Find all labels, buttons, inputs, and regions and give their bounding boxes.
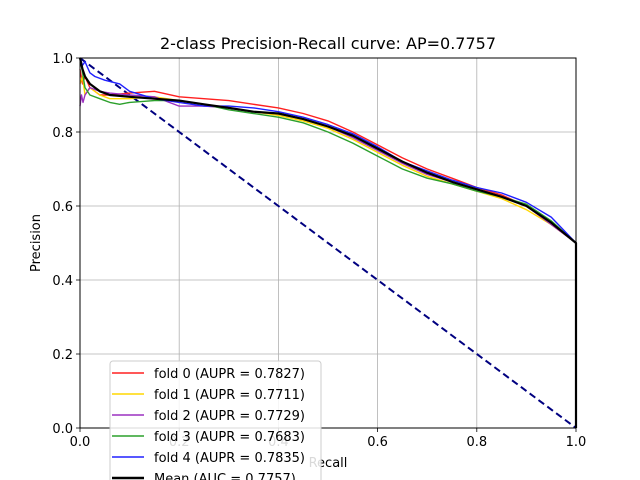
- chart-title: 2-class Precision-Recall curve: AP=0.775…: [160, 34, 496, 53]
- legend-entry: fold 4 (AUPR = 0.7835): [154, 451, 305, 466]
- series-line-fold-1: [79, 75, 577, 428]
- legend-box: [109, 360, 322, 480]
- legend: fold 0 (AUPR = 0.7827) fold 1 (AUPR = 0.7…: [109, 360, 322, 480]
- y-tick-label: 0.4: [52, 274, 73, 289]
- y-tick-label: 1.0: [52, 52, 73, 67]
- series-line-mean: [78, 57, 578, 428]
- x-tick-label: 0.8: [466, 435, 487, 450]
- y-axis-label: Precision: [29, 214, 44, 272]
- x-tick-label: 1.0: [566, 435, 587, 450]
- y-tick-label: 0.0: [52, 422, 73, 437]
- plot-frame: [79, 57, 577, 429]
- series-line-fold-4: [79, 57, 577, 428]
- legend-entry: fold 0 (AUPR = 0.7827): [154, 367, 305, 382]
- y-tick-label: 0.8: [52, 126, 73, 141]
- legend-entry: Mean (AUC = 0.7757): [154, 472, 296, 480]
- x-tick-label: 0.6: [367, 435, 388, 450]
- series-layer: [78, 57, 578, 429]
- chance-diagonal-line: [79, 57, 577, 429]
- legend-entry: fold 2 (AUPR = 0.7729): [154, 409, 305, 424]
- legend-entry: fold 1 (AUPR = 0.7711): [154, 388, 305, 403]
- x-tick-label: 0.0: [70, 435, 91, 450]
- y-tick-label: 0.6: [52, 200, 73, 215]
- y-tick-label: 0.2: [52, 348, 73, 363]
- legend-entry: fold 3 (AUPR = 0.7683): [154, 430, 305, 445]
